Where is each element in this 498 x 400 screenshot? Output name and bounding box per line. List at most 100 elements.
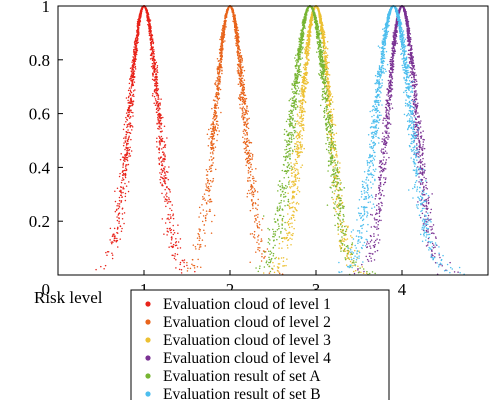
cloud-drop [210, 185, 212, 188]
cloud-drop [172, 213, 175, 215]
cloud-drop [248, 141, 251, 144]
cloud-drop [323, 36, 326, 38]
cloud-drop [157, 109, 160, 112]
cloud-drop [121, 227, 123, 230]
cloud-drop [179, 238, 182, 240]
cloud-drop [164, 177, 167, 179]
cloud-drop [109, 227, 112, 230]
cloud-drop [160, 161, 162, 163]
cloud-drop [328, 61, 330, 64]
cloud-drop [433, 232, 435, 235]
cloud-drop [121, 213, 124, 215]
cloud-drop [203, 197, 205, 200]
cloud-drop [215, 168, 217, 171]
cloud-drop [295, 160, 298, 163]
cloud-drop [242, 84, 244, 87]
cloud-drop [122, 174, 125, 176]
cloud-drop [163, 152, 165, 154]
cloud-drop [171, 237, 173, 239]
cloud-drop [378, 215, 381, 217]
cloud-drop [122, 172, 125, 175]
cloud-drop [216, 71, 219, 73]
cloud-drop [294, 178, 297, 181]
cloud-drop [221, 44, 223, 46]
cloud-drop [160, 117, 163, 119]
cloud-drop [311, 23, 314, 26]
cloud-drop [247, 180, 249, 182]
cloud-drop [242, 102, 245, 104]
cloud-drop [124, 182, 126, 185]
cloud-drop [213, 138, 216, 140]
cloud-drop [303, 147, 305, 150]
cloud-drop [193, 264, 196, 267]
cloud-drop [129, 77, 132, 80]
cloud-drop [219, 38, 221, 41]
cloud-drop [221, 28, 223, 31]
cloud-drop [239, 81, 241, 83]
cloud-drop [323, 52, 325, 55]
cloud-drop [151, 47, 154, 50]
cloud-drop [249, 261, 251, 263]
cloud-drop [306, 71, 308, 74]
cloud-drop [302, 66, 305, 69]
cloud-drop [120, 201, 122, 203]
cloud-drop [416, 121, 418, 124]
cloud-drop [234, 24, 236, 27]
cloud-drop [237, 63, 240, 65]
cloud-drop [153, 48, 155, 51]
cloud-drop [129, 101, 131, 103]
cloud-drop [307, 50, 309, 53]
cloud-drop [306, 42, 308, 44]
cloud-drop [119, 194, 122, 196]
cloud-drop [345, 239, 347, 241]
cloud-drop [241, 92, 244, 95]
cloud-drop [218, 59, 221, 62]
cloud-drop [251, 198, 253, 201]
cloud-drop [199, 243, 202, 246]
cloud-drop [225, 15, 228, 18]
cloud-drop [131, 124, 133, 127]
cloud-drop [206, 133, 209, 136]
cloud-drop [327, 85, 329, 88]
cloud-drop [339, 179, 341, 181]
cloud-drop [236, 29, 238, 32]
cloud-drop [253, 233, 256, 236]
cloud-drop [169, 200, 172, 203]
cloud-drop [378, 212, 380, 214]
cloud-drop [209, 152, 212, 154]
cloud-drop [191, 258, 194, 261]
cloud-drop [259, 247, 261, 249]
cloud-drop [388, 118, 390, 120]
cloud-drop [417, 131, 419, 133]
cloud-drop [203, 224, 205, 226]
cloud-drop [291, 198, 293, 200]
cloud-drop [123, 212, 126, 214]
cloud-drop [301, 144, 304, 146]
cloud-drop [281, 247, 283, 249]
cloud-drop [237, 69, 240, 71]
cloud-drop [334, 208, 337, 211]
cloud-drop [157, 104, 160, 107]
cloud-drop [152, 73, 154, 75]
cloud-drop [302, 90, 305, 92]
cloud-drop [268, 272, 271, 274]
cloud-drop [127, 131, 129, 134]
cloud-drop [158, 163, 161, 166]
cloud-drop [377, 223, 379, 226]
cloud-drop [135, 49, 137, 52]
cloud-drop [155, 72, 157, 74]
cloud-drop [421, 160, 423, 163]
cloud-drop [293, 227, 295, 230]
cloud-drop [335, 188, 338, 190]
cloud-drop [206, 189, 209, 192]
cloud-drop [301, 99, 304, 102]
cloud-drop [132, 71, 135, 73]
cloud-drop [244, 121, 247, 123]
cloud-drop [198, 239, 201, 242]
cloud-drop [210, 143, 212, 145]
cloud-drop [202, 198, 204, 201]
cloud-drop [253, 182, 255, 184]
cloud-drop [168, 198, 170, 201]
cloud-drop [215, 107, 218, 109]
cloud-drop [162, 168, 165, 170]
